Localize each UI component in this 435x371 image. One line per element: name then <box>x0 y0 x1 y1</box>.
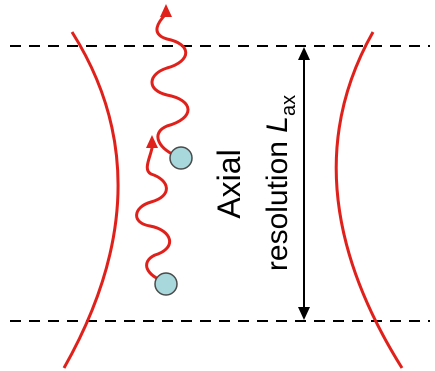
lower-emission-wave <box>135 146 172 284</box>
upper-particle <box>169 146 193 170</box>
lower-particle <box>154 272 178 296</box>
left-beam-profile <box>62 31 120 369</box>
l-symbol: L <box>261 116 294 133</box>
upper-emission-wave <box>150 12 190 160</box>
axial-label: Axial <box>211 149 247 218</box>
right-beam-profile <box>334 31 404 369</box>
l-subscript: ax <box>278 95 300 116</box>
resolution-word: resolution <box>261 133 294 271</box>
arrow-head-top <box>298 47 310 60</box>
arrow-head-bottom <box>298 307 310 320</box>
upper-wave-arrowhead <box>160 4 172 17</box>
lower-wave-arrowhead <box>146 135 158 148</box>
resolution-label: resolution Lax <box>261 95 300 271</box>
